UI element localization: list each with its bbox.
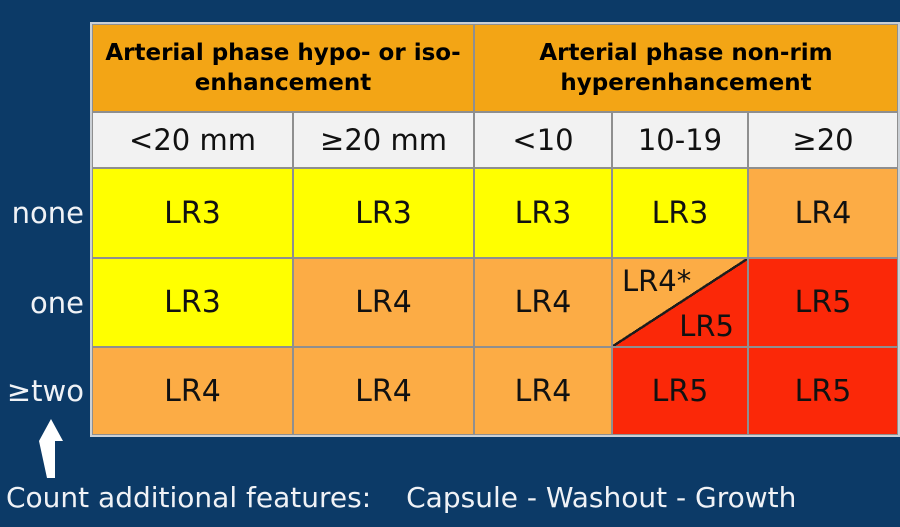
up-arrow-icon [39, 419, 63, 478]
size-header-ge20mm: ≥20 mm [293, 112, 474, 168]
lr-cell: LR4 [92, 347, 293, 435]
size-header-ge20: ≥20 [748, 112, 898, 168]
lr-split-cell: LR4* LR5 [612, 258, 748, 347]
lr-split-cell-lower-value: LR5 [679, 309, 734, 343]
lr-cell: LR5 [748, 258, 898, 347]
column-group-header-hypo-iso: Arterial phase hypo- or iso-enhancement [92, 24, 474, 112]
row-label-none: none [11, 196, 84, 230]
lr-cell: LR4 [293, 347, 474, 435]
lr-cell: LR4 [474, 258, 612, 347]
lr-cell: LR5 [612, 347, 748, 435]
lr-cell: LR5 [748, 347, 898, 435]
size-header-lt10: <10 [474, 112, 612, 168]
row-label-one: one [30, 285, 84, 320]
lr-cell: LR4 [474, 347, 612, 435]
lr-cell: LR3 [92, 258, 293, 347]
row-label-two-or-more: ≥two [6, 374, 84, 408]
lr-cell: LR3 [474, 168, 612, 258]
lr-split-cell-upper-value: LR4* [622, 264, 692, 298]
caption-features: Capsule - Washout - Growth [406, 480, 797, 514]
size-header-10-19: 10-19 [612, 112, 748, 168]
lirads-table: Arterial phase hypo- or iso-enhancement … [90, 22, 900, 437]
lr-cell: LR4 [748, 168, 898, 258]
caption-prompt: Count additional features: [6, 480, 372, 514]
column-group-header-nonrim-hyper: Arterial phase non-rim hyperenhancement [474, 24, 898, 112]
lr-cell: LR3 [293, 168, 474, 258]
lr-cell: LR3 [92, 168, 293, 258]
lr-cell: LR3 [612, 168, 748, 258]
size-header-lt20mm: <20 mm [92, 112, 293, 168]
footer-caption: Count additional features: Capsule - Was… [6, 474, 896, 520]
lr-cell: LR4 [293, 258, 474, 347]
